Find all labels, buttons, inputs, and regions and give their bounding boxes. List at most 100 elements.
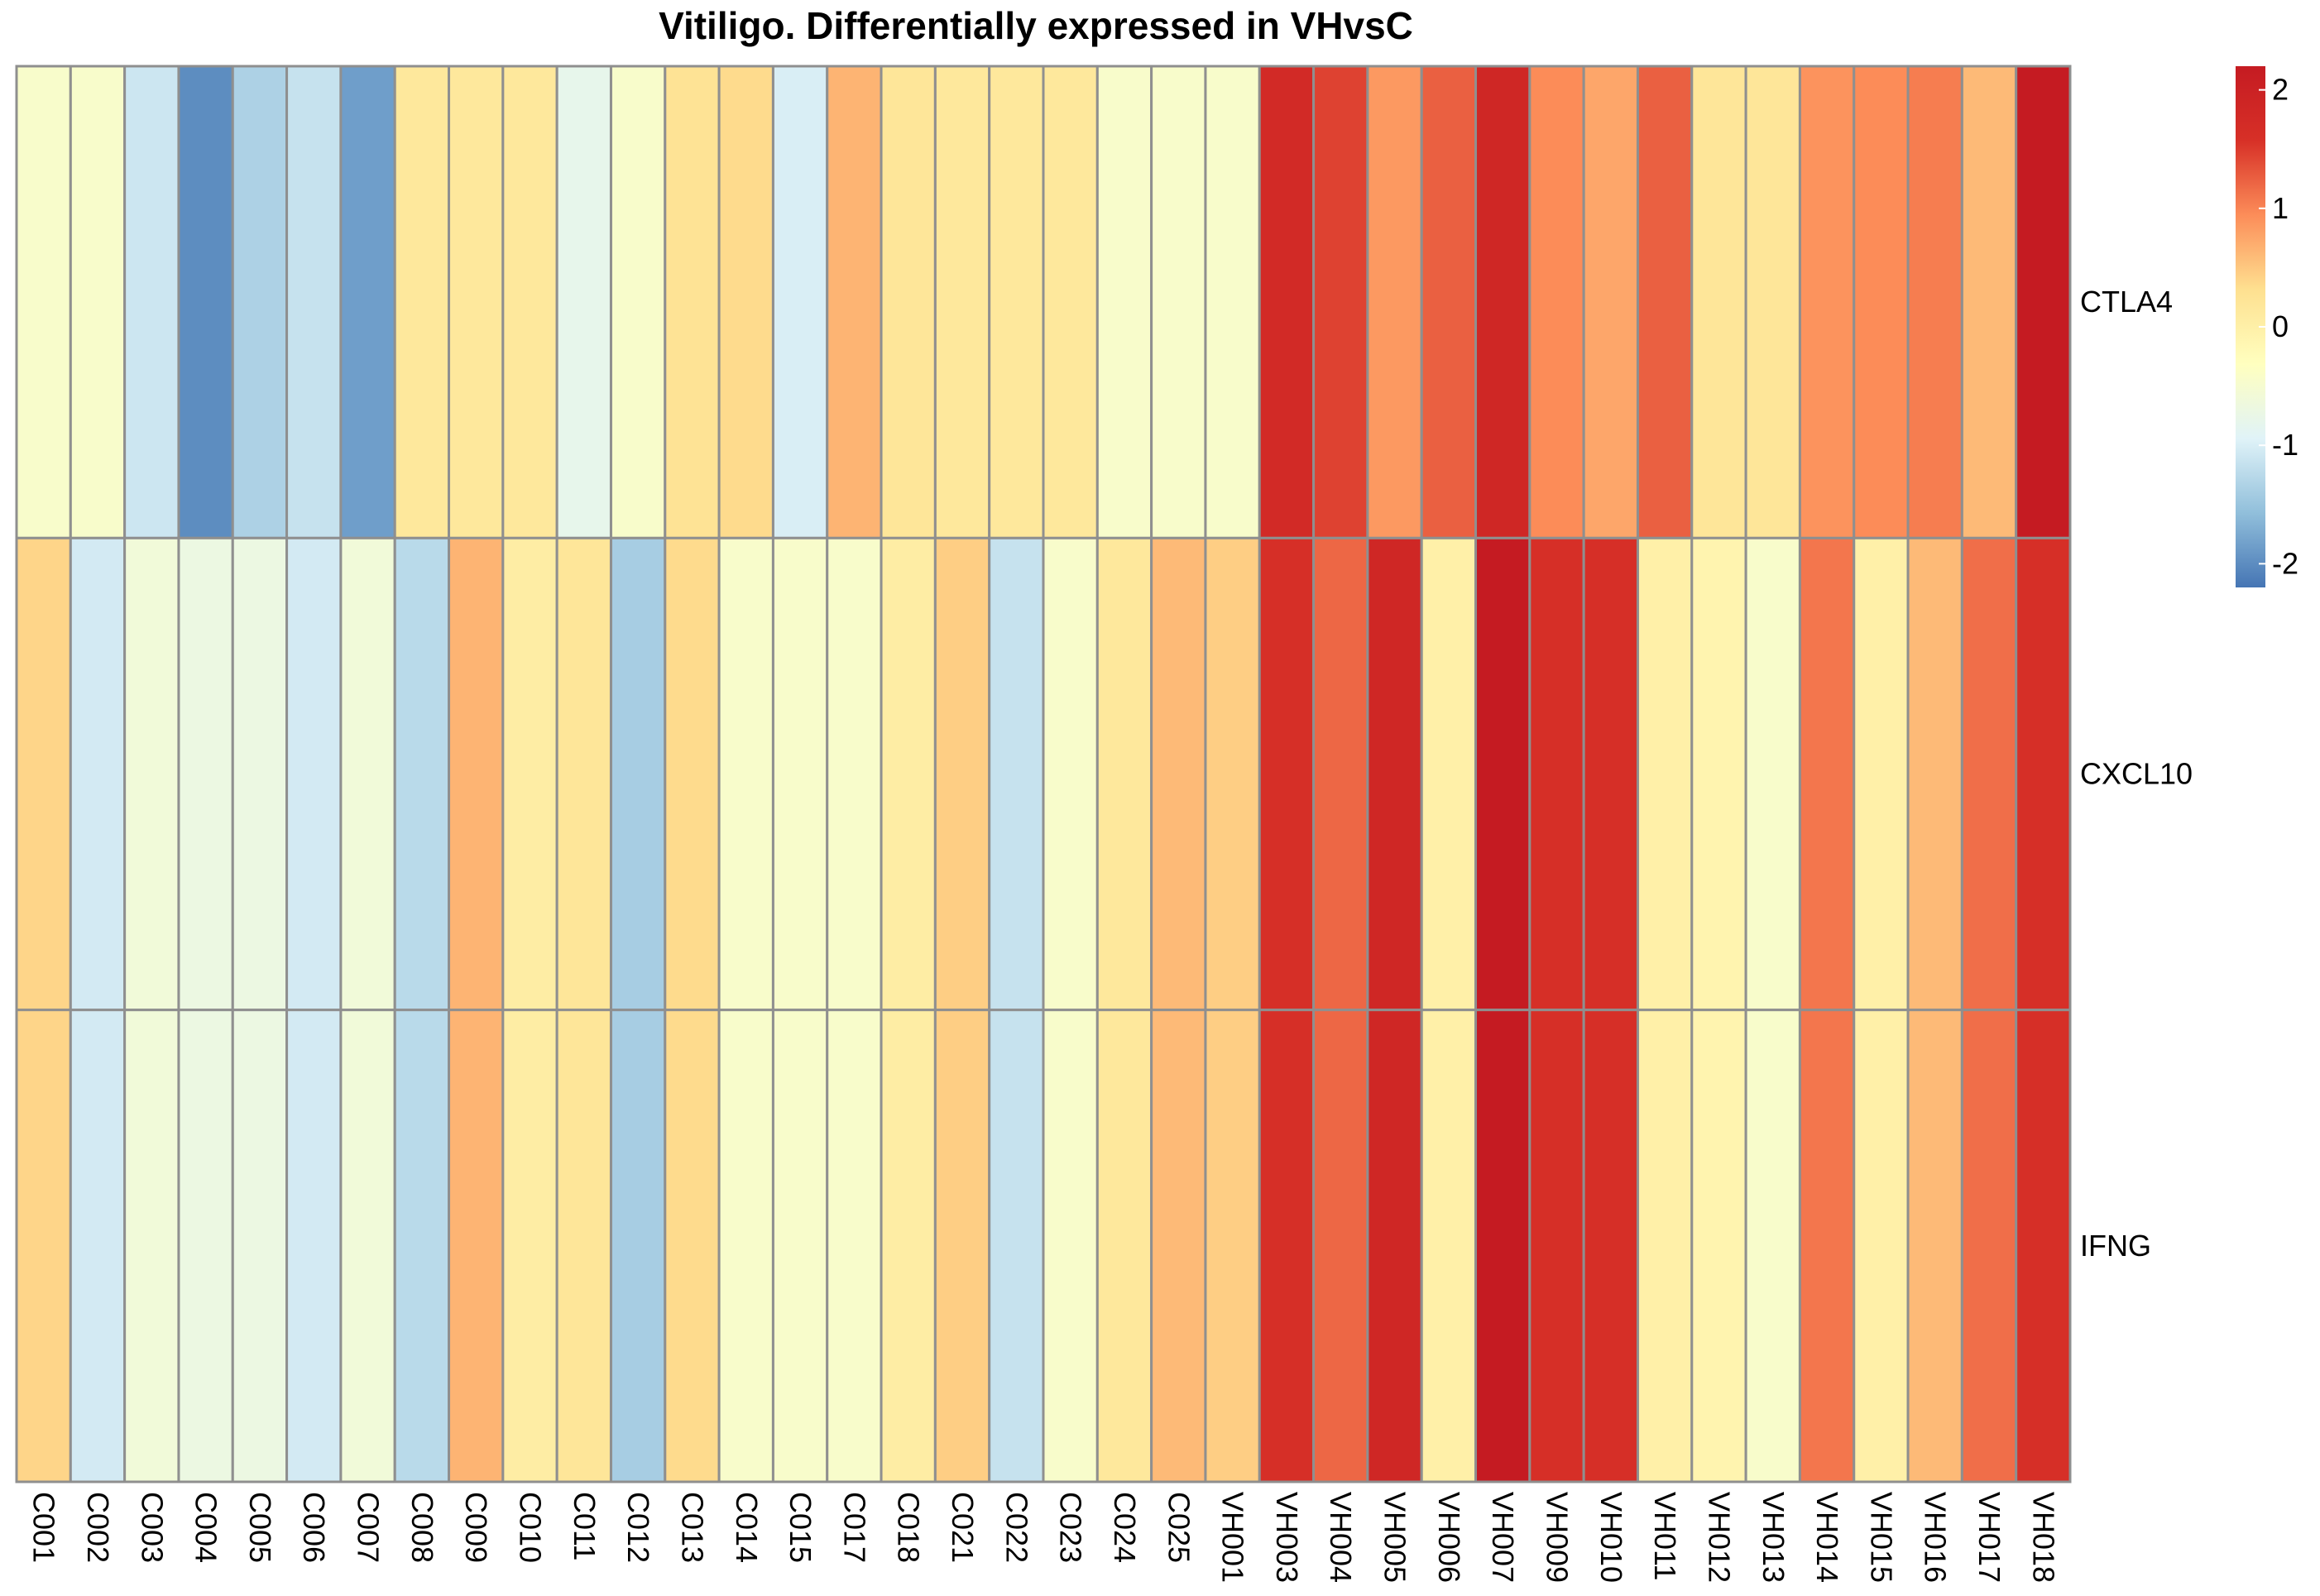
heatmap-cell bbox=[393, 1009, 451, 1483]
heatmap-cell bbox=[1636, 536, 1694, 1012]
column-label: C024 bbox=[1108, 1492, 1142, 1563]
column-label: C001 bbox=[27, 1492, 61, 1563]
colorbar-tick-label: -2 bbox=[2272, 546, 2298, 580]
heatmap-cell bbox=[1366, 65, 1423, 539]
heatmap-cell bbox=[1095, 1009, 1153, 1483]
column-label: C017 bbox=[837, 1492, 871, 1563]
heatmap-cell bbox=[1528, 65, 1585, 539]
heatmap-cell bbox=[826, 536, 883, 1012]
heatmap-cell bbox=[609, 1009, 667, 1483]
heatmap-cell bbox=[69, 536, 127, 1012]
heatmap-cell bbox=[448, 65, 505, 539]
column-label: C025 bbox=[1162, 1492, 1196, 1563]
heatmap-cell bbox=[123, 65, 180, 539]
heatmap-cell bbox=[501, 65, 558, 539]
column-label: C014 bbox=[730, 1492, 764, 1563]
column-label: C021 bbox=[946, 1492, 980, 1563]
heatmap-cell bbox=[285, 536, 343, 1012]
column-label: VH006 bbox=[1432, 1492, 1466, 1583]
column-label: C005 bbox=[243, 1492, 277, 1563]
column-label: VH003 bbox=[1270, 1492, 1304, 1583]
heatmap-cell bbox=[1150, 536, 1207, 1012]
colorbar-tick-label: 2 bbox=[2272, 73, 2289, 107]
heatmap-cell bbox=[1528, 536, 1585, 1012]
heatmap-cell bbox=[1528, 1009, 1585, 1483]
heatmap-cell bbox=[1095, 536, 1153, 1012]
heatmap-cell bbox=[2015, 536, 2072, 1012]
heatmap-cell bbox=[1042, 65, 1099, 539]
heatmap-cell bbox=[231, 1009, 289, 1483]
column-label: VH004 bbox=[1324, 1492, 1358, 1583]
column-label: VH016 bbox=[1919, 1492, 1953, 1583]
colorbar-tick-label: 1 bbox=[2272, 191, 2289, 225]
heatmap-cell bbox=[771, 65, 829, 539]
row-label: IFNG bbox=[2080, 1229, 2151, 1263]
column-label: VH005 bbox=[1378, 1492, 1412, 1583]
heatmap-cell bbox=[1312, 536, 1369, 1012]
heatmap-cell bbox=[1906, 536, 1963, 1012]
heatmap-cell bbox=[231, 65, 289, 539]
heatmap-cell bbox=[1582, 1009, 1639, 1483]
heatmap-cell bbox=[1853, 1009, 1910, 1483]
row-labels: CTLA4 CXCL10 IFNG bbox=[2080, 285, 2193, 1263]
heatmap-cell bbox=[1420, 65, 1478, 539]
heatmap-cell bbox=[1366, 1009, 1423, 1483]
heatmap-cell bbox=[339, 65, 396, 539]
heatmap-cell bbox=[1582, 536, 1639, 1012]
column-label: VH010 bbox=[1594, 1492, 1628, 1583]
heatmap-cell bbox=[123, 1009, 180, 1483]
heatmap-cell bbox=[1582, 65, 1639, 539]
heatmap-cell bbox=[1366, 536, 1423, 1012]
heatmap-cell bbox=[1798, 1009, 1856, 1483]
heatmap-cell bbox=[1853, 536, 1910, 1012]
heatmap-cell bbox=[1744, 536, 1801, 1012]
heatmap-cell bbox=[339, 536, 396, 1012]
heatmap-cell bbox=[1042, 1009, 1099, 1483]
column-label: VH018 bbox=[2026, 1492, 2060, 1583]
colorbar-tick-label: 0 bbox=[2272, 309, 2289, 343]
heatmap-cell bbox=[664, 65, 721, 539]
heatmap-cell bbox=[1798, 65, 1856, 539]
heatmap-cell bbox=[1798, 536, 1856, 1012]
heatmap-cell bbox=[448, 1009, 505, 1483]
heatmap-cell bbox=[717, 1009, 774, 1483]
heatmap-cell bbox=[1150, 1009, 1207, 1483]
column-label: C002 bbox=[81, 1492, 115, 1563]
heatmap-cell bbox=[1906, 65, 1963, 539]
heatmap-cell bbox=[177, 1009, 234, 1483]
heatmap-cell bbox=[933, 65, 991, 539]
heatmap-cell bbox=[826, 1009, 883, 1483]
heatmap-cell bbox=[448, 536, 505, 1012]
column-label: C009 bbox=[459, 1492, 493, 1563]
column-label: C018 bbox=[892, 1492, 926, 1563]
column-label: VH011 bbox=[1648, 1492, 1682, 1580]
color-legend: -2 -1 0 1 2 bbox=[2236, 66, 2298, 587]
heatmap-cell bbox=[1312, 65, 1369, 539]
column-label: C015 bbox=[784, 1492, 817, 1563]
heatmap-cell bbox=[771, 1009, 829, 1483]
heatmap-cell bbox=[1258, 65, 1316, 539]
heatmap-cell bbox=[717, 536, 774, 1012]
heatmap-cell bbox=[501, 1009, 558, 1483]
heatmap-cell bbox=[880, 1009, 937, 1483]
heatmap-cell bbox=[1906, 1009, 1963, 1483]
heatmap-cell bbox=[15, 65, 72, 539]
heatmap-cell bbox=[177, 65, 234, 539]
heatmap-cell bbox=[1258, 536, 1316, 1012]
column-label: VH007 bbox=[1486, 1492, 1520, 1583]
column-label: VH017 bbox=[1972, 1492, 2006, 1583]
column-label: C007 bbox=[352, 1492, 386, 1563]
heatmap-cell bbox=[1960, 65, 2018, 539]
heatmap-cell bbox=[1095, 65, 1153, 539]
column-label: VH015 bbox=[1864, 1492, 1898, 1583]
heatmap-cell bbox=[664, 536, 721, 1012]
heatmap-cell bbox=[771, 536, 829, 1012]
heatmap-cell bbox=[1042, 536, 1099, 1012]
heatmap-cell bbox=[609, 536, 667, 1012]
heatmap-cell bbox=[69, 65, 127, 539]
heatmap-cell bbox=[339, 1009, 396, 1483]
heatmap-cell bbox=[555, 65, 612, 539]
heatmap-cell bbox=[231, 536, 289, 1012]
heatmap-cell bbox=[933, 1009, 991, 1483]
